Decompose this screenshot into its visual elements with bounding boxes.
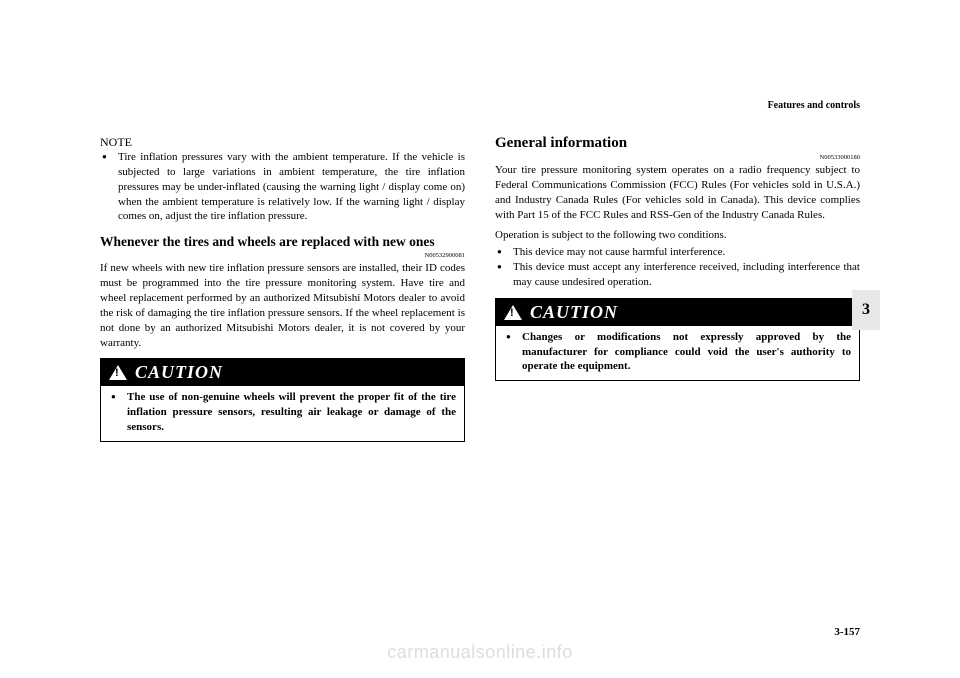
body-paragraph: Operation is subject to the following tw… (495, 228, 860, 243)
caution-list: Changes or modifications not expressly a… (504, 330, 851, 375)
caution-header: CAUTION (101, 359, 464, 386)
caution-bullet: The use of non-genuine wheels will preve… (127, 390, 456, 435)
caution-title: CAUTION (135, 362, 223, 383)
left-column: NOTE Tire inflation pressures vary with … (100, 135, 465, 442)
caution-list: The use of non-genuine wheels will preve… (109, 390, 456, 435)
note-bullet: Tire inflation pressures vary with the a… (118, 150, 465, 224)
page-number: 3-157 (834, 626, 860, 638)
caution-header: CAUTION (496, 299, 859, 326)
condition-bullet: This device may not cause harmful interf… (513, 245, 860, 260)
caution-box: CAUTION Changes or modifications not exp… (495, 298, 860, 382)
body-paragraph: Your tire pressure monitoring system ope… (495, 163, 860, 222)
note-label: NOTE (100, 135, 465, 150)
warning-triangle-icon (504, 305, 522, 320)
caution-body: The use of non-genuine wheels will preve… (101, 386, 464, 441)
document-id: N00533000180 (495, 154, 860, 161)
caution-box: CAUTION The use of non-genuine wheels wi… (100, 358, 465, 442)
chapter-tab: 3 (852, 290, 880, 330)
body-paragraph: If new wheels with new tire inflation pr… (100, 261, 465, 350)
condition-bullet: This device must accept any interference… (513, 260, 860, 290)
manual-page: Features and controls NOTE Tire inflatio… (0, 0, 960, 678)
note-list: Tire inflation pressures vary with the a… (100, 150, 465, 224)
section-header: Features and controls (768, 100, 860, 111)
watermark: carmanualsonline.info (387, 642, 573, 663)
condition-list: This device may not cause harmful interf… (495, 245, 860, 290)
section-heading: General information (495, 135, 860, 152)
warning-triangle-icon (109, 365, 127, 380)
right-column: General information N00533000180 Your ti… (495, 135, 860, 442)
content-columns: NOTE Tire inflation pressures vary with … (100, 135, 860, 442)
document-id: N00532900081 (100, 252, 465, 259)
caution-title: CAUTION (530, 302, 618, 323)
section-heading: Whenever the tires and wheels are replac… (100, 234, 465, 250)
caution-bullet: Changes or modifications not expressly a… (522, 330, 851, 375)
caution-body: Changes or modifications not expressly a… (496, 326, 859, 381)
